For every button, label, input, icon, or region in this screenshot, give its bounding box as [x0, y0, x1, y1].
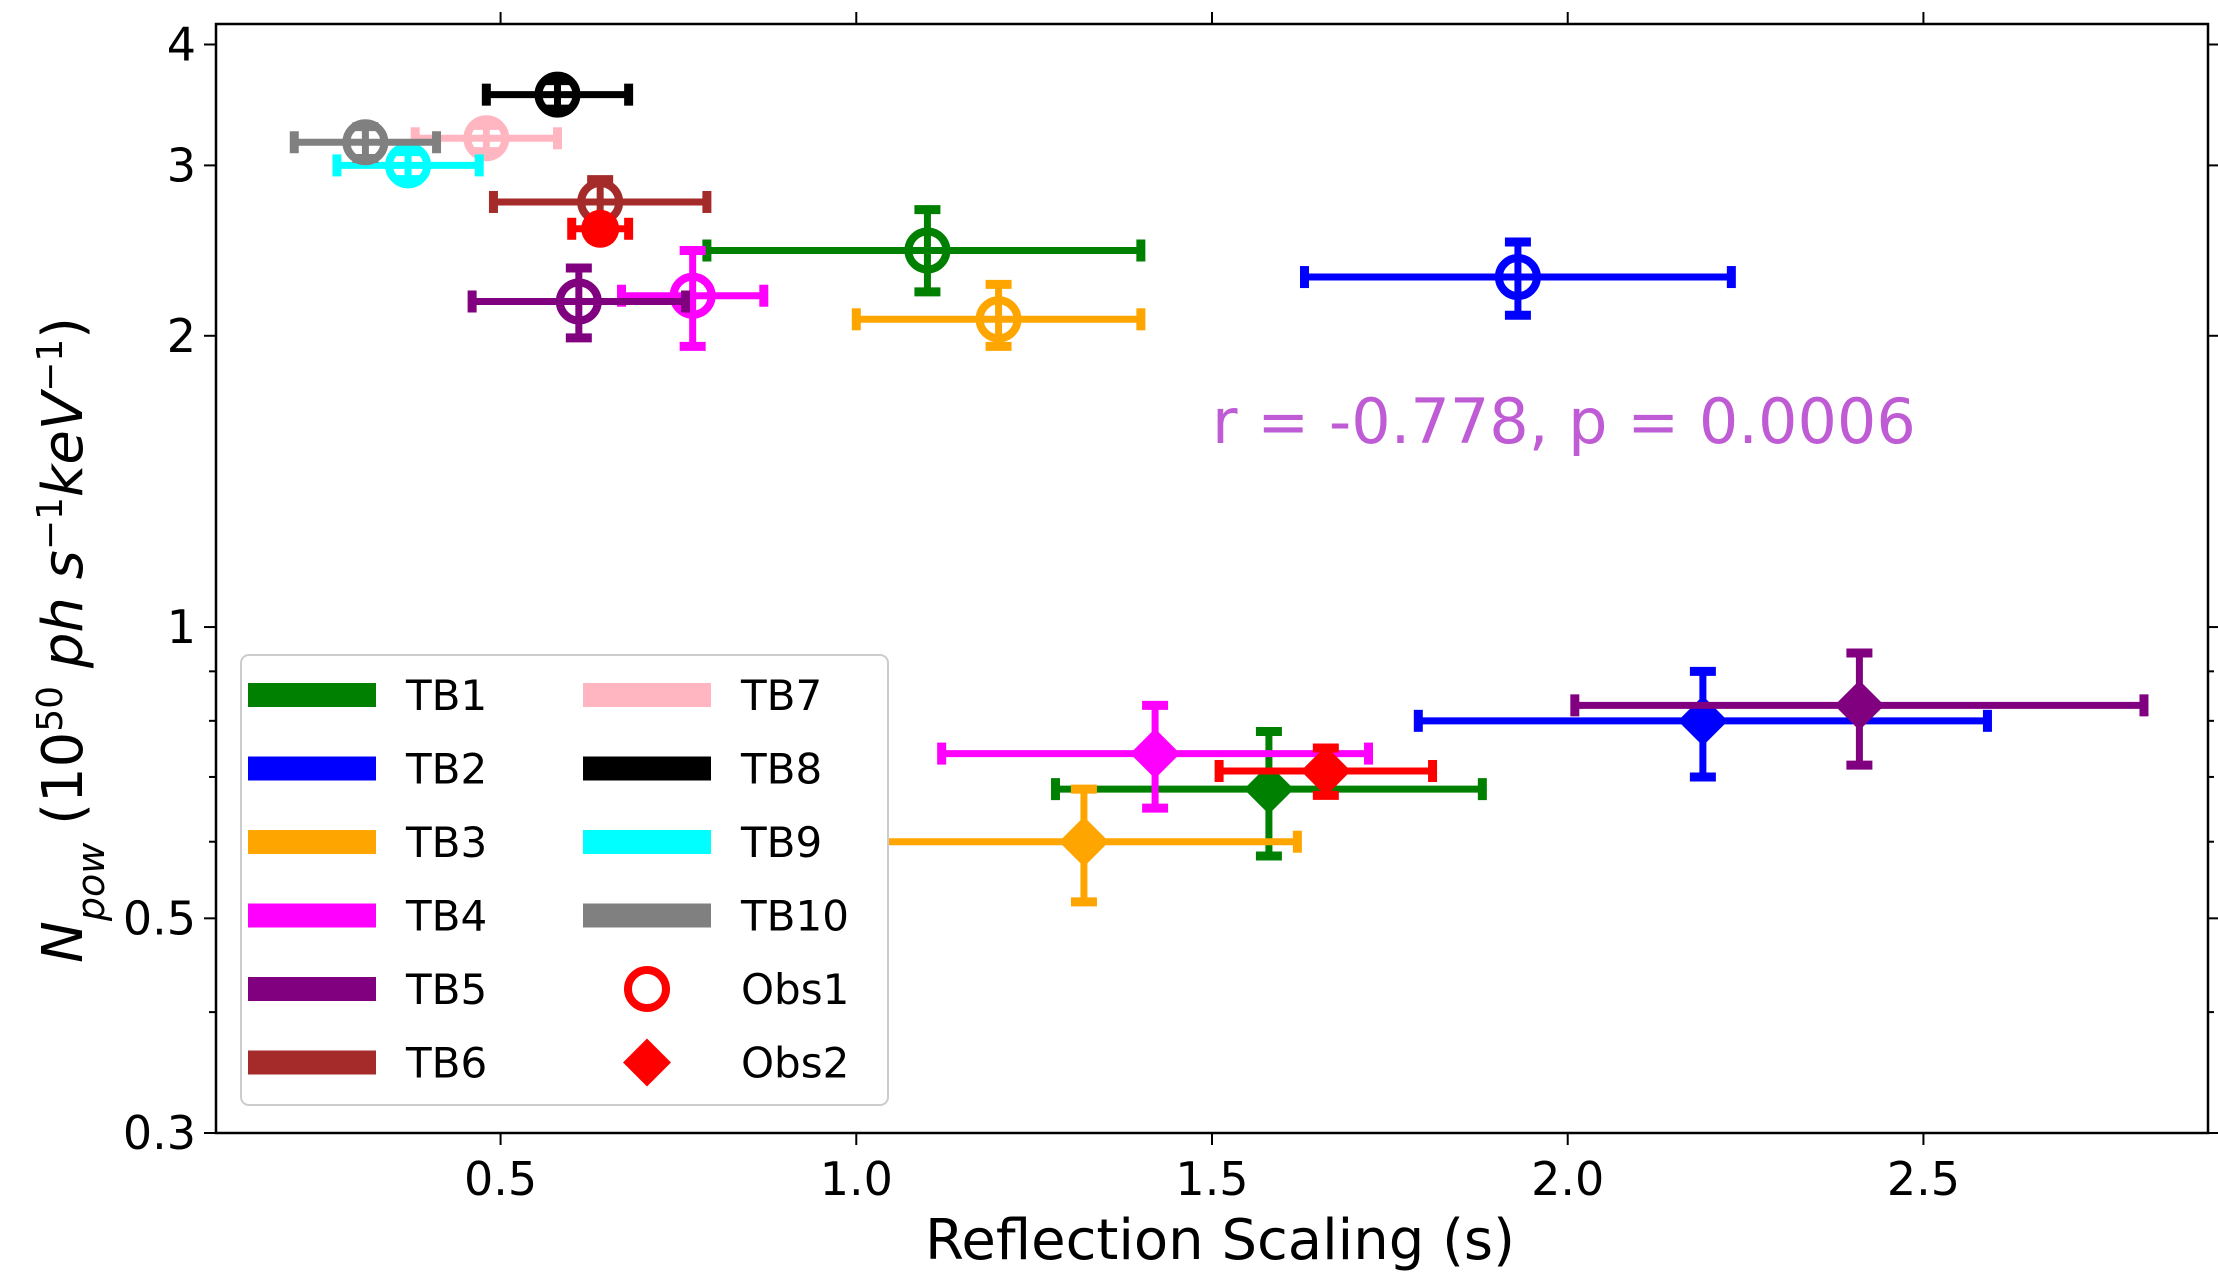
legend-label: TB2 [405, 745, 487, 794]
y-tick-label: 4 [167, 18, 196, 72]
legend-item-tb10: TB10 [583, 892, 849, 941]
legend-item-tb5: TB5 [248, 965, 487, 1014]
y-tick-label: 1 [167, 600, 196, 654]
y-axis-label: Npow (1050 ph s−1keV−1) [30, 317, 114, 963]
legend-item-obs2: Obs2 [623, 1038, 849, 1088]
marker-circle [555, 278, 602, 325]
point-obs2-tb1 [1050, 726, 1487, 861]
point-obs1-tb2 [1299, 237, 1736, 320]
point-obs1-tb1 [702, 205, 1146, 297]
legend: TB1 TB2 TB3 TB4 TB5 TB6 TB7 TB8 TB9 TB10 Obs1 Obs2 [240, 654, 889, 1106]
legend-item-obs1: Obs1 [624, 965, 849, 1014]
point-obs1-tb7 [410, 115, 562, 162]
point-obs2-tb3 [866, 784, 1302, 907]
legend-swatch [248, 977, 376, 1001]
legend-label: TB10 [740, 892, 849, 941]
point-obs1-extra [567, 209, 634, 248]
legend-swatch [248, 683, 376, 707]
marker-circle [581, 209, 620, 248]
plot-frame [214, 22, 2210, 1135]
point-obs1-tb10 [289, 119, 442, 166]
legend-item-tb7: TB7 [583, 671, 822, 720]
legend-swatch [248, 903, 376, 928]
y-tick-label: 0.5 [123, 891, 196, 945]
marker-diamond [1834, 680, 1885, 731]
legend-swatch [583, 903, 711, 928]
marker-circle [534, 71, 581, 118]
point-obs2-extra [1214, 743, 1438, 800]
x-tick-label: 1.5 [1175, 1152, 1248, 1206]
marker-diamond [1243, 764, 1294, 815]
marker-circle [1494, 254, 1541, 301]
legend-swatch [248, 756, 376, 781]
legend-label: TB6 [405, 1039, 487, 1088]
legend-label: TB9 [740, 818, 822, 867]
marker-diamond [1058, 816, 1109, 867]
point-obs1-tb3 [851, 279, 1146, 351]
legend-label: TB8 [740, 745, 822, 794]
legend-label: TB5 [405, 965, 487, 1014]
x-axis-label: Reflection Scaling (s) [925, 1208, 1515, 1273]
point-obs2-tb4 [937, 700, 1374, 813]
x-tick-label: 0.5 [464, 1152, 537, 1206]
marker-circle [385, 142, 432, 189]
legend-circle [624, 966, 670, 1012]
marker-circle [669, 272, 716, 319]
legend-label: Obs1 [741, 965, 849, 1014]
legend-item-tb9: TB9 [583, 818, 822, 867]
axis-ticks: 0.5 1.0 1.5 2.0 2.5 0.3 0.5 1 2 3 4 [123, 12, 2218, 1206]
y-tick-label: 0.3 [123, 1106, 196, 1160]
legend-label: TB3 [405, 818, 487, 867]
point-obs1-tb8 [481, 71, 634, 118]
marker-circle [463, 115, 510, 162]
legend-item-tb6: TB6 [248, 1039, 487, 1088]
legend-label: TB7 [740, 671, 822, 720]
legend-box [240, 654, 889, 1106]
legend-diamond [623, 1038, 671, 1087]
legend-swatch [583, 830, 711, 854]
y-tick-label: 3 [167, 138, 196, 192]
legend-item-tb3: TB3 [248, 818, 487, 867]
legend-item-tb8: TB8 [583, 745, 822, 794]
legend-swatch [248, 830, 376, 854]
legend-label: TB4 [405, 892, 487, 941]
y-tick-label: 2 [167, 309, 196, 363]
x-tick-label: 2.0 [1531, 1152, 1604, 1206]
marker-circle [904, 227, 951, 274]
legend-item-tb2: TB2 [248, 745, 487, 794]
point-obs1-tb5 [467, 263, 691, 343]
marker-circle [342, 119, 389, 166]
data-points [289, 71, 2149, 907]
x-tick-label: 2.5 [1887, 1152, 1960, 1206]
legend-swatch [583, 756, 711, 781]
legend-swatch [248, 1050, 376, 1075]
legend-swatch [583, 683, 711, 707]
marker-diamond [1300, 745, 1351, 796]
point-obs1-tb9 [332, 142, 484, 189]
legend-label: Obs2 [741, 1039, 849, 1088]
marker-diamond [1130, 728, 1181, 779]
marker-circle [975, 296, 1022, 343]
legend-item-tb4: TB4 [248, 892, 487, 941]
x-tick-label: 1.0 [820, 1152, 893, 1206]
point-obs2-tb5 [1570, 648, 2149, 770]
correlation-annotation: r = -0.778, p = 0.0006 [1212, 385, 1916, 458]
legend-label: TB1 [405, 671, 487, 720]
point-obs2-tb2 [1413, 666, 1992, 782]
legend-item-tb1: TB1 [248, 671, 487, 720]
